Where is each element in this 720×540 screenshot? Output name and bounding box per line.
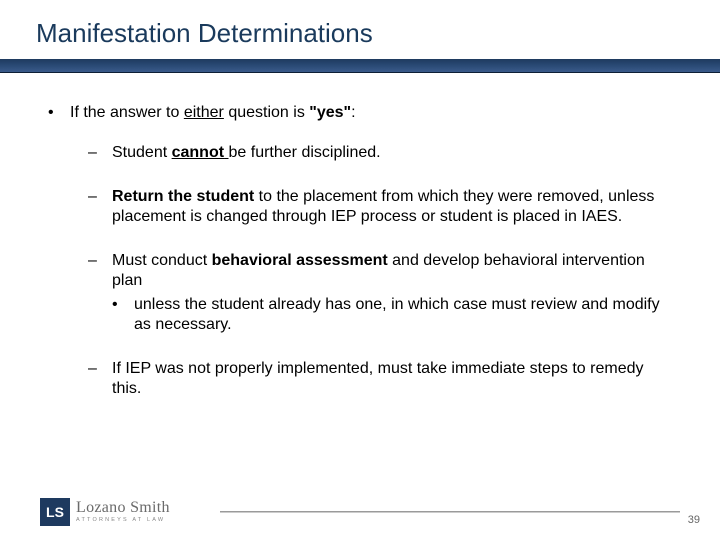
text-bold: Return the student [112,188,254,205]
point-1-text: Student cannot be further disciplined. [112,143,381,163]
slide-title: Manifestation Determinations [36,18,720,49]
point-3-sub: • unless the student already has one, in… [112,295,672,335]
text-fragment: Must conduct [112,252,212,269]
point-4-text: If IEP was not properly implemented, mus… [112,359,672,399]
point-3-sub-text: unless the student already has one, in w… [134,295,672,335]
title-underline-bar [0,59,720,73]
text-bold-underlined: cannot [172,144,224,161]
text-bold: behavioral assessment [212,252,388,269]
page-number: 39 [688,514,700,526]
footer: LS Lozano Smith ATTORNEYS AT LAW 39 [0,486,720,526]
point-3-text: Must conduct behavioral assessment and d… [112,251,672,291]
text-fragment: : [351,104,355,121]
logo-text-block: Lozano Smith ATTORNEYS AT LAW [76,500,170,524]
dash-marker: – [88,359,112,399]
text-fragment: If the answer to [70,104,184,121]
logo: LS Lozano Smith ATTORNEYS AT LAW [40,498,170,526]
dash-marker: – [88,187,112,227]
content-area: • If the answer to either question is "y… [0,73,720,399]
intro-text: If the answer to either question is "yes… [70,103,356,123]
point-1: – Student cannot be further disciplined. [88,143,672,163]
point-2-text: Return the student to the placement from… [112,187,672,227]
bullet-marker: • [48,103,70,123]
logo-badge: LS [40,498,70,526]
logo-tagline: ATTORNEYS AT LAW [76,518,170,524]
text-fragment: question is [224,104,309,121]
text-fragment: be further disciplined. [229,144,381,161]
intro-bullet: • If the answer to either question is "y… [48,103,672,123]
footer-divider [220,511,680,512]
point-4: – If IEP was not properly implemented, m… [88,359,672,399]
bullet-marker: • [112,295,134,335]
text-bold: "yes" [309,104,351,121]
dash-marker: – [88,251,112,291]
logo-name: Lozano Smith [76,500,170,516]
point-2: – Return the student to the placement fr… [88,187,672,227]
point-3: – Must conduct behavioral assessment and… [88,251,672,291]
text-underlined: either [184,104,224,121]
text-fragment: Student [112,144,172,161]
dash-marker: – [88,143,112,163]
title-area: Manifestation Determinations [0,0,720,49]
